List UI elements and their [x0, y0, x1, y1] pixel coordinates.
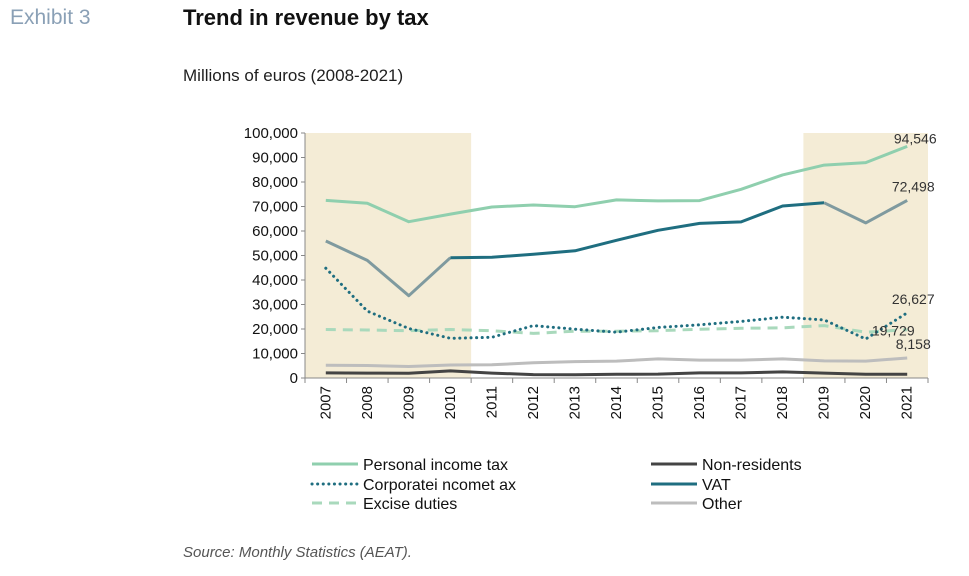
series-line-corporate-income-tax	[324, 266, 909, 341]
x-tick-label: 2011	[483, 386, 500, 418]
x-tick-label: 2018	[774, 386, 791, 419]
chart-title: Trend in revenue by tax	[183, 5, 429, 30]
x-tick-label: 2021	[899, 386, 916, 419]
shaded-period-0	[305, 133, 472, 378]
data-label-personal-income-tax: 94,546	[894, 130, 937, 146]
y-tick-label: 90,000	[252, 150, 298, 167]
y-tick-label: 30,000	[252, 297, 298, 314]
chart-subtitle: Millions of euros (2008-2021)	[183, 66, 404, 85]
x-tick-label: 2014	[608, 386, 625, 419]
data-label-excise-duties: 19,729	[872, 323, 915, 339]
shaded-period-1	[803, 133, 928, 378]
y-tick-label: 0	[290, 370, 298, 387]
data-label-vat: 72,498	[892, 178, 935, 194]
y-tick-label: 70,000	[252, 199, 298, 216]
x-tick-label: 2020	[857, 386, 874, 419]
x-tick-label: 2008	[359, 386, 376, 419]
x-tick-label: 2015	[650, 386, 667, 419]
y-tick-label: 40,000	[252, 272, 298, 289]
legend-label-vat: VAT	[702, 477, 731, 494]
legend-label-personal-income-tax: Personal income tax	[363, 457, 508, 474]
legend-label-corporate-income-tax: Corporatei ncomet ax	[363, 477, 516, 494]
exhibit-label: Exhibit 3	[10, 6, 91, 29]
x-tick-label: 2019	[816, 386, 833, 419]
x-tick-label: 2012	[525, 386, 542, 419]
x-tick-label: 2017	[733, 386, 750, 419]
series-line-excise-duties	[325, 324, 908, 335]
series-line-personal-income-tax	[325, 145, 908, 224]
x-tick-label: 2010	[442, 386, 459, 419]
y-tick-label: 100,000	[244, 125, 298, 142]
series-line-vat-2019-2021	[823, 199, 908, 225]
y-tick-label: 20,000	[252, 321, 298, 338]
y-tick-label: 50,000	[252, 248, 298, 265]
series-line-vat-2007-2010	[325, 239, 452, 298]
y-tick-label: 60,000	[252, 223, 298, 240]
legend-label-other: Other	[702, 496, 743, 513]
data-label-other: 8,158	[896, 336, 931, 352]
data-label-corporate-income-tax: 26,627	[892, 291, 935, 307]
series-line-vat-2010-2019	[450, 201, 825, 260]
series-line-other	[325, 356, 908, 368]
source-note: Source: Monthly Statistics (AEAT).	[183, 544, 412, 561]
x-tick-label: 2007	[317, 386, 334, 419]
x-tick-label: 2016	[691, 386, 708, 419]
series-line-non-residents	[325, 369, 908, 377]
x-tick-label: 2013	[566, 386, 583, 419]
y-tick-label: 80,000	[252, 174, 298, 191]
legend-label-excise-duties: Excise duties	[363, 496, 457, 513]
x-tick-label: 2009	[400, 386, 417, 419]
legend-label-non-residents: Non-residents	[702, 457, 802, 474]
y-tick-label: 10,000	[252, 346, 298, 363]
